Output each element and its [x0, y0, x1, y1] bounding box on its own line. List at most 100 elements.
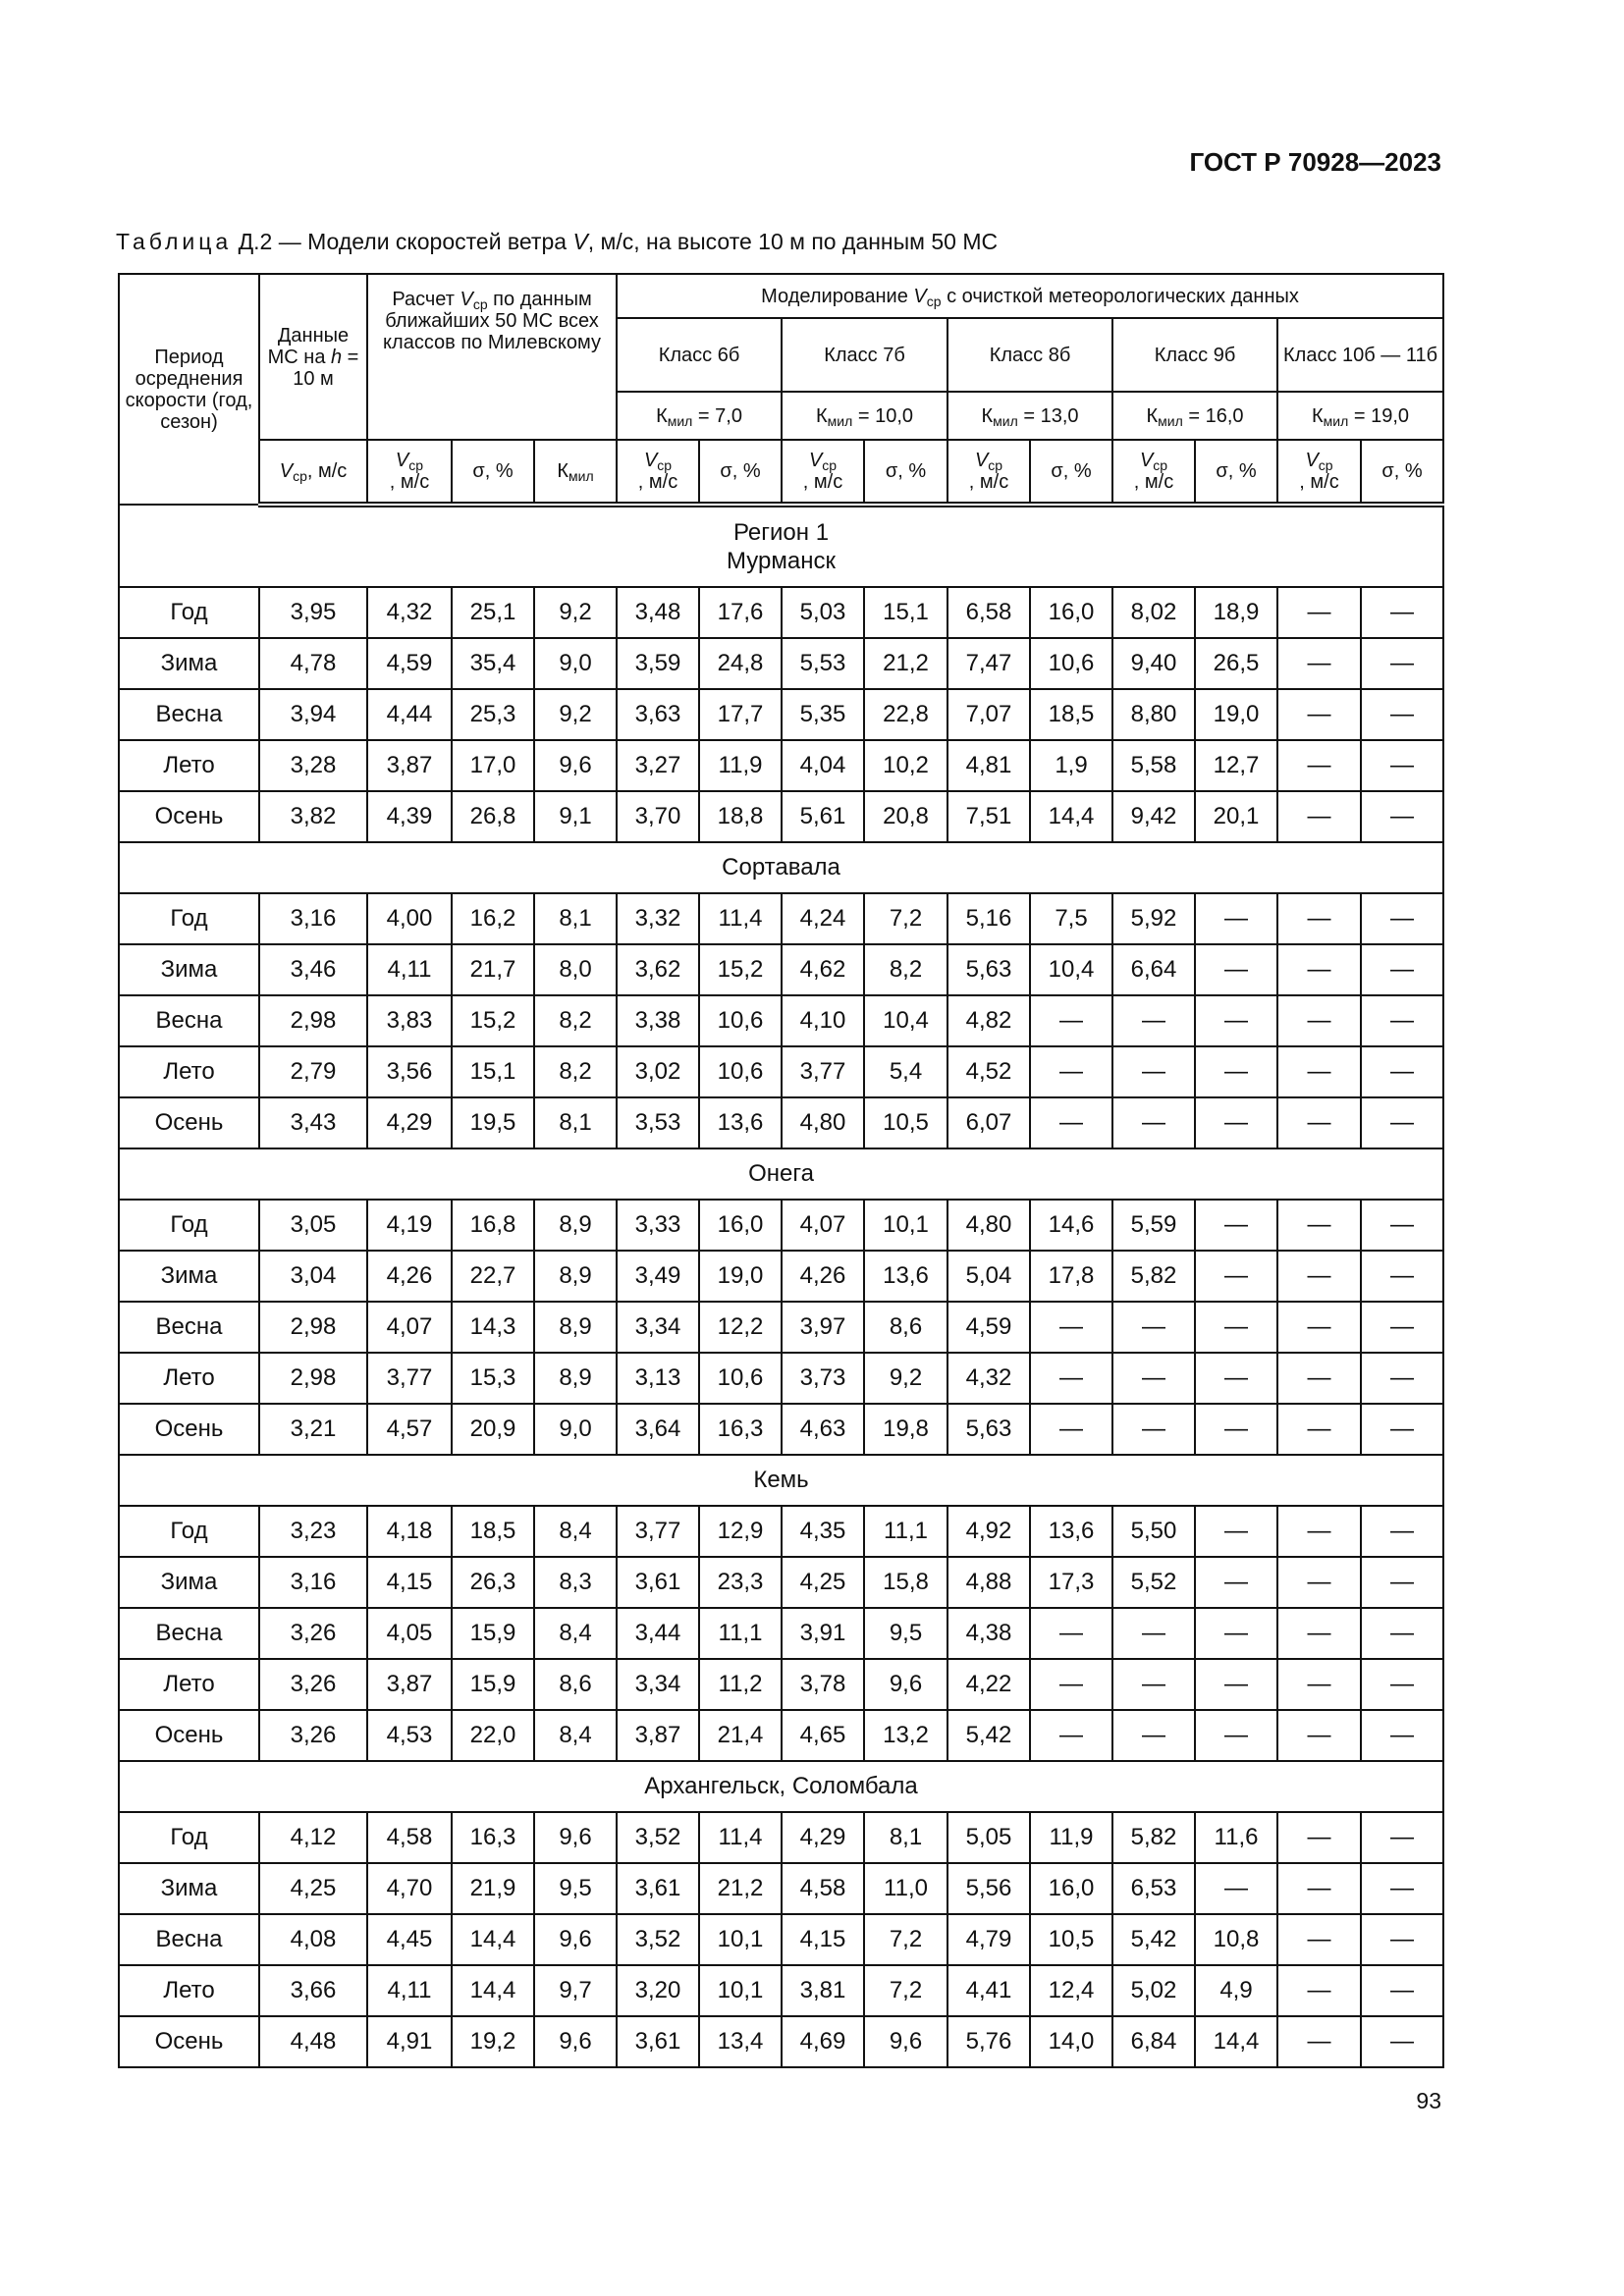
section-title: Архангельск, Соломбала — [117, 1760, 1445, 1813]
value-cell: 5,56 — [947, 1862, 1032, 1915]
value-cell: 5,61 — [781, 790, 866, 843]
value-cell: 5,42 — [947, 1709, 1032, 1762]
value-cell: 4,52 — [947, 1045, 1032, 1098]
header-calc: Расчет Vср по данным ближайших 50 МС все… — [365, 273, 619, 441]
value-cell: 8,4 — [532, 1505, 619, 1558]
value-cell: — — [1360, 688, 1445, 741]
v-symbol: V — [974, 450, 989, 471]
table-row: Осень 3,82 4,39 26,8 9,1 3,70 18,8 5,61 20,8 7,51… — [118, 790, 1445, 843]
value-cell: 22,7 — [451, 1250, 535, 1303]
value-cell: 3,23 — [258, 1505, 368, 1558]
value-cell: 6,58 — [947, 586, 1032, 639]
period-cell: Лето — [118, 739, 260, 792]
value-cell: — — [1194, 1607, 1279, 1660]
value-cell: 3,16 — [258, 1556, 368, 1609]
value-cell: 4,07 — [366, 1301, 453, 1354]
value-cell: 5,59 — [1111, 1199, 1197, 1252]
header-ms-data-unit: = 10 м — [293, 346, 359, 390]
subheader-calc-sigma: σ, % — [451, 439, 535, 507]
value-cell: 16,8 — [451, 1199, 535, 1252]
section-title: Онега — [117, 1148, 1445, 1201]
value-cell: — — [1276, 943, 1363, 996]
value-cell: 3,04 — [258, 1250, 368, 1303]
value-cell: 4,41 — [947, 1964, 1032, 2017]
value-cell: — — [1194, 1505, 1279, 1558]
value-cell: — — [1276, 1607, 1363, 1660]
value-cell: 3,44 — [616, 1607, 701, 1660]
table-row: Зима 3,16 4,15 26,3 8,3 3,61 23,3 4,25 15,8 4,88 1… — [118, 1556, 1445, 1609]
subheader-calc-kmil: Кмил — [532, 439, 619, 507]
value-cell: 4,79 — [947, 1913, 1032, 1966]
value-cell: 9,42 — [1111, 790, 1197, 843]
value-cell: 3,33 — [616, 1199, 701, 1252]
value-cell: — — [1276, 1301, 1363, 1354]
value-cell: 4,39 — [366, 790, 453, 843]
kmil-k: К — [656, 404, 668, 427]
value-cell: 26,3 — [451, 1556, 535, 1609]
kmil-sub: мил — [568, 468, 594, 484]
value-cell: 12,4 — [1029, 1964, 1114, 2017]
section-header-row: Онега — [117, 1148, 1445, 1201]
value-cell: 20,9 — [451, 1403, 535, 1456]
header-model-text: Моделирование — [761, 285, 914, 307]
value-cell: 21,4 — [698, 1709, 784, 1762]
subheader-class-1-v: Vср, м/с — [781, 439, 866, 507]
value-cell: 21,2 — [698, 1862, 784, 1915]
header-kmil-2: Кмил = 13,0 — [947, 391, 1114, 441]
value-cell: 5,35 — [781, 688, 866, 741]
value-cell: 8,9 — [532, 1352, 619, 1405]
kmil-k: К — [1146, 404, 1159, 427]
value-cell: 9,6 — [532, 2015, 619, 2068]
value-cell: 8,1 — [532, 1096, 619, 1149]
header-model-v: V — [913, 285, 927, 307]
section-title: Сортавала — [117, 841, 1445, 894]
value-cell: — — [1276, 892, 1363, 945]
table-row: Лето 3,66 4,11 14,4 9,7 3,20 10,1 3,81 7,2 4,41 12… — [118, 1964, 1445, 2017]
value-cell: 4,80 — [947, 1199, 1032, 1252]
value-cell: 7,5 — [1029, 892, 1114, 945]
value-cell: 15,2 — [451, 994, 535, 1047]
v-symbol: V — [395, 450, 409, 471]
value-cell: — — [1111, 1096, 1197, 1149]
value-cell: 10,6 — [698, 1045, 784, 1098]
v-unit: , м/с — [1133, 471, 1174, 493]
value-cell: 3,52 — [616, 1811, 701, 1864]
value-cell: — — [1029, 1096, 1114, 1149]
value-cell: — — [1194, 943, 1279, 996]
value-cell: 5,50 — [1111, 1505, 1197, 1558]
period-cell: Зима — [118, 1862, 260, 1915]
value-cell: 3,05 — [258, 1199, 368, 1252]
value-cell: 3,21 — [258, 1403, 368, 1456]
value-cell: 10,6 — [698, 994, 784, 1047]
value-cell: 4,45 — [366, 1913, 453, 1966]
value-cell: 4,24 — [781, 892, 866, 945]
value-cell: — — [1276, 1709, 1363, 1762]
value-cell: — — [1111, 1403, 1197, 1456]
kmil-k: К — [816, 404, 828, 427]
table-header: Период осреднения скорости (год, сезон) … — [118, 273, 1445, 507]
value-cell: 8,9 — [532, 1199, 619, 1252]
value-cell: — — [1029, 1301, 1114, 1354]
period-cell: Весна — [118, 994, 260, 1047]
value-cell: — — [1029, 1352, 1114, 1405]
caption-word: Таблица — [116, 229, 233, 254]
v-unit: , м/с — [802, 471, 843, 493]
caption-v: V — [572, 229, 588, 254]
table-row: Год 4,12 4,58 16,3 9,6 3,52 11,4 4,29 8,1 5,05 11,… — [118, 1811, 1445, 1864]
value-cell: 11,9 — [698, 739, 784, 792]
table-body: Регион 1 Мурманск Год 3,95 4,32 25,1 9,2 3,48 17… — [117, 504, 1445, 2068]
period-cell: Осень — [118, 1403, 260, 1456]
value-cell: 11,0 — [863, 1862, 949, 1915]
value-cell: 3,87 — [366, 739, 453, 792]
value-cell: — — [1029, 1607, 1114, 1660]
value-cell: 4,05 — [366, 1607, 453, 1660]
v-unit: , м/с — [637, 471, 678, 493]
value-cell: 13,6 — [863, 1250, 949, 1303]
table-row: Осень 3,26 4,53 22,0 8,4 3,87 21,4 4,65 13,2 5,42… — [118, 1709, 1445, 1762]
value-cell: 4,07 — [781, 1199, 866, 1252]
value-cell: — — [1360, 943, 1445, 996]
value-cell: 9,1 — [532, 790, 619, 843]
value-cell: 3,77 — [616, 1505, 701, 1558]
section-title-line: Сортавала — [722, 854, 840, 881]
value-cell: 4,32 — [947, 1352, 1032, 1405]
